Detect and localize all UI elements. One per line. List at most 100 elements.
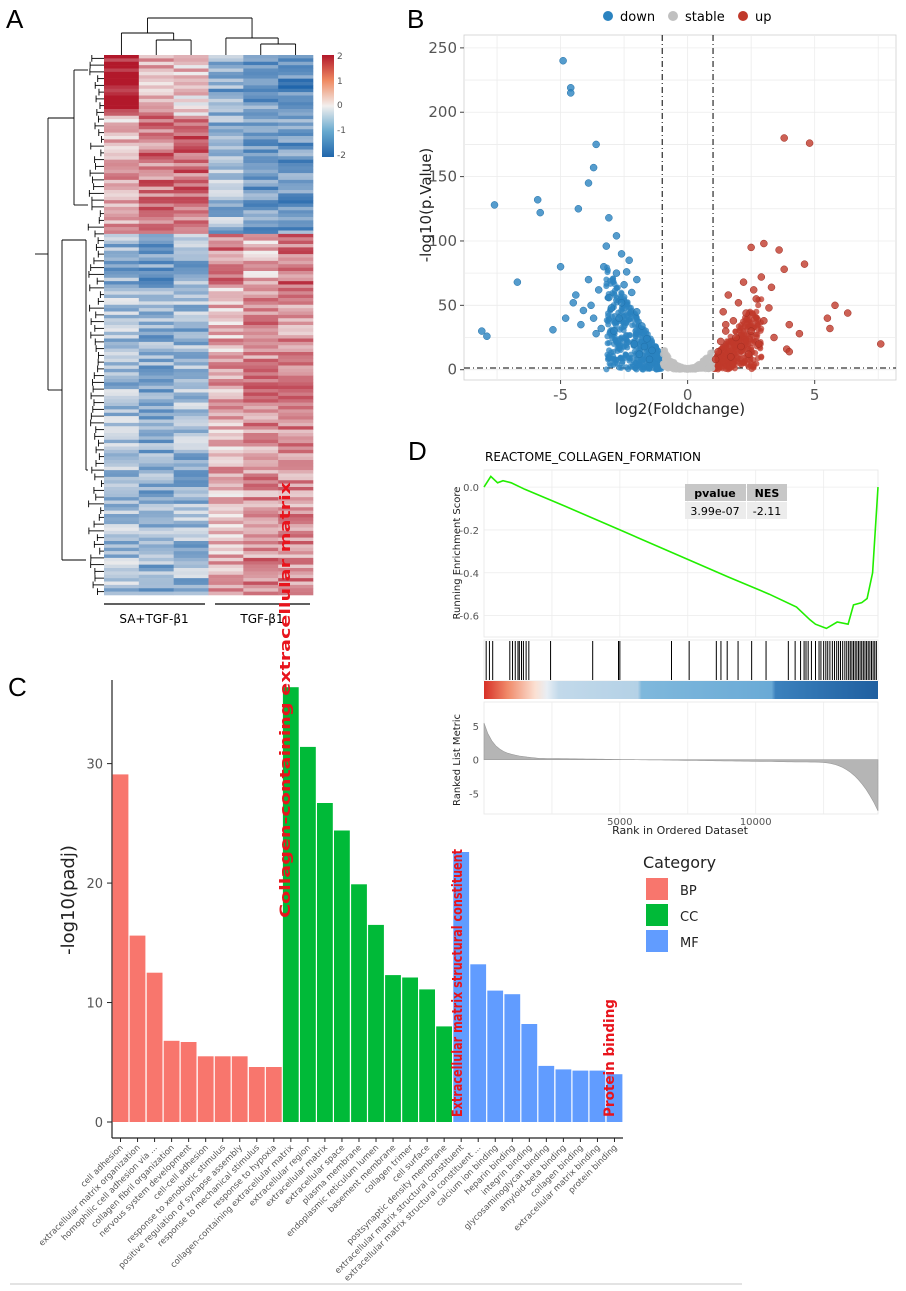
volcano-point-down bbox=[620, 280, 628, 289]
heatmap-cell bbox=[208, 294, 244, 299]
heatmap-cell bbox=[243, 166, 279, 171]
heatmap-cell bbox=[208, 152, 244, 157]
heatmap-cell bbox=[173, 375, 209, 380]
heatmap-cell bbox=[138, 311, 174, 316]
heatmap-cell bbox=[173, 173, 209, 177]
heatmap-cell bbox=[278, 568, 314, 572]
heatmap-cell bbox=[104, 419, 140, 424]
heatmap-cell bbox=[278, 480, 314, 484]
heatmap-cell bbox=[243, 578, 279, 582]
heatmap-cell bbox=[278, 139, 314, 144]
gsea-es-plot-area bbox=[483, 469, 879, 638]
heatmap-cell bbox=[243, 503, 279, 508]
heatmap-cell bbox=[173, 439, 209, 444]
heatmap-cell bbox=[173, 136, 209, 140]
volcano-point-down bbox=[640, 342, 649, 351]
heatmap-cell bbox=[104, 142, 140, 147]
gsea-rank-gradient bbox=[484, 681, 878, 699]
heatmap-cell bbox=[138, 294, 174, 299]
heatmap-cell bbox=[138, 85, 174, 90]
heatmap-cell bbox=[278, 105, 314, 110]
heatmap-cell bbox=[173, 483, 209, 488]
heatmap-cell bbox=[278, 584, 314, 589]
heatmap-cell bbox=[104, 470, 140, 474]
heatmap-cell bbox=[243, 325, 279, 329]
heatmap-cell bbox=[278, 507, 314, 511]
heatmap-cell bbox=[243, 466, 279, 471]
volcano-point-down bbox=[603, 276, 610, 283]
gsea-y-tick-label: -0.4 bbox=[459, 569, 479, 580]
volcano-point-down bbox=[617, 299, 626, 307]
heatmap-cell bbox=[243, 412, 279, 417]
heatmap-cell bbox=[138, 186, 174, 191]
heatmap-cell bbox=[138, 530, 174, 535]
gsea-table-header-cell bbox=[685, 484, 746, 501]
heatmap-cell bbox=[173, 233, 209, 238]
heatmap-cell bbox=[104, 186, 140, 191]
heatmap-cell bbox=[278, 119, 314, 123]
heatmap-cell bbox=[278, 75, 314, 79]
heatmap-cell bbox=[173, 210, 209, 214]
heatmap-cell bbox=[243, 149, 279, 154]
heatmap-cell bbox=[208, 233, 244, 238]
heatmap-cell bbox=[278, 227, 314, 231]
volcano-point-down bbox=[636, 362, 643, 369]
heatmap-group-label: TGF-β1 bbox=[239, 612, 283, 626]
heatmap-cell bbox=[173, 507, 209, 511]
volcano-point-down bbox=[561, 314, 570, 322]
heatmap-cell bbox=[173, 395, 209, 400]
go-legend-swatch-bp bbox=[646, 878, 668, 900]
heatmap-cell bbox=[208, 206, 244, 211]
heatmap-cell bbox=[278, 416, 314, 420]
heatmap-cell bbox=[243, 409, 279, 414]
heatmap-cell bbox=[138, 520, 174, 525]
heatmap-cell bbox=[208, 584, 244, 589]
heatmap-cell bbox=[173, 304, 209, 309]
heatmap-cell bbox=[243, 406, 279, 410]
heatmap-cell bbox=[173, 254, 209, 258]
heatmap-cell bbox=[278, 463, 314, 468]
go-legend: Category BP CC MF bbox=[643, 853, 716, 952]
heatmap-cell bbox=[173, 301, 209, 306]
heatmap-cell bbox=[208, 274, 244, 279]
heatmap-cell bbox=[138, 139, 174, 144]
heatmap-cell bbox=[278, 574, 314, 579]
heatmap-cell bbox=[243, 449, 279, 454]
heatmap-cell bbox=[138, 493, 174, 498]
heatmap-cell bbox=[138, 298, 174, 302]
heatmap-cell bbox=[243, 271, 279, 275]
heatmap-cell bbox=[243, 314, 279, 319]
heatmap-cell bbox=[243, 345, 279, 349]
volcano-point-up bbox=[747, 243, 755, 252]
go-y-axis-title: -log10(padj) bbox=[58, 845, 79, 955]
heatmap-cell bbox=[243, 422, 279, 427]
heatmap-cell bbox=[138, 416, 174, 420]
volcano-point-down bbox=[592, 140, 600, 149]
heatmap-cell bbox=[173, 429, 209, 434]
legend-swatch-stable bbox=[668, 11, 678, 21]
heatmap-cell bbox=[243, 260, 279, 265]
volcano-point-up bbox=[757, 327, 764, 334]
heatmap-cell bbox=[138, 55, 174, 59]
heatmap-cell bbox=[208, 524, 244, 528]
heatmap-cell bbox=[173, 365, 209, 370]
volcano-point-up bbox=[785, 347, 794, 356]
heatmap-cell bbox=[104, 166, 140, 171]
heatmap-cell bbox=[138, 544, 174, 549]
heatmap-cell bbox=[208, 348, 244, 353]
heatmap-cell bbox=[138, 122, 174, 127]
heatmap-cell bbox=[243, 341, 279, 346]
heatmap-cell bbox=[138, 385, 174, 390]
heatmap-cell bbox=[104, 490, 140, 495]
gsea-title: REACTOME_COLLAGEN_FORMATION bbox=[485, 450, 701, 464]
heatmap-cell bbox=[138, 271, 174, 275]
heatmap-cell bbox=[278, 537, 314, 542]
volcano-point-up bbox=[745, 363, 752, 370]
volcano-point-down bbox=[589, 314, 598, 322]
heatmap-cell bbox=[104, 183, 140, 187]
legend-swatch-up bbox=[738, 11, 748, 21]
heatmap-cell bbox=[278, 78, 314, 83]
heatmap-cell bbox=[278, 213, 314, 218]
heatmap-cell bbox=[138, 92, 174, 96]
